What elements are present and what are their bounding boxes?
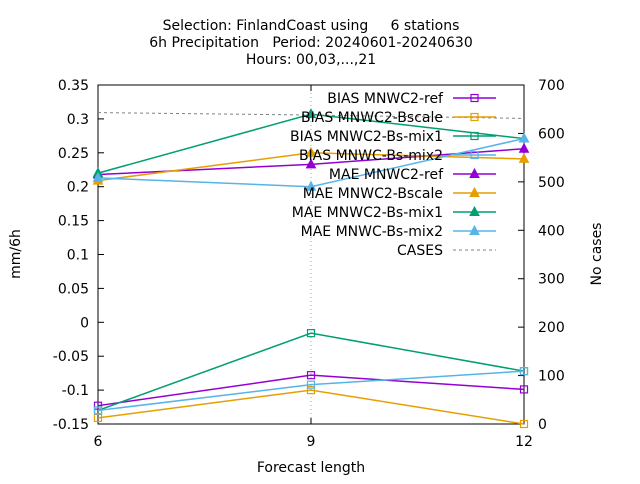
data-point [519,367,529,376]
y2-axis-label: No cases [589,223,605,286]
legend-label: BIAS MNWC2-ref [327,91,444,107]
legend-marker [469,186,480,197]
data-point [519,385,529,394]
legend-label: MAE MNWC-Bs-mix2 [301,224,443,240]
y2-tick-label: 100 [538,369,565,385]
series-line [97,389,525,425]
legend-marker [470,150,479,160]
legend-marker [470,93,479,103]
y2-tick-label: 700 [538,78,565,94]
y-tick-label: 0.25 [58,146,89,162]
y2-tick-label: 300 [538,272,565,288]
x-axis-label: Forecast length [257,460,365,476]
y-tick-label: 0.3 [67,112,89,128]
y2-tick-label: 200 [538,320,565,336]
legend-label: MAE MNWC2-Bscale [303,186,443,202]
y2-tick-label: 500 [538,175,565,191]
y-tick-label: -0.1 [62,383,89,399]
chart-title: Selection: FinlandCoast using 6 stations… [149,18,472,68]
y-tick-label: 0.2 [67,180,89,196]
legend-label: BIAS MNWC2-Bs-mix1 [290,129,443,145]
data-point [306,371,316,380]
x-tick-label: 6 [94,434,103,450]
series-line [97,370,525,412]
y-tick-label: -0.05 [53,349,89,365]
data-point [519,419,529,429]
data-point [306,329,316,338]
legend-marker [469,167,480,178]
y-tick-label: -0.15 [53,417,89,433]
y2-tick-label: 0 [538,417,547,433]
data-point [92,171,104,182]
x-tick-label: 12 [515,434,533,450]
data-point [306,386,316,395]
data-point [518,152,530,163]
y2-tick-label: 600 [538,126,565,142]
legend-label: CASES [397,243,443,259]
y-tick-label: 0 [80,315,89,331]
data-point [305,180,317,191]
data-point [93,406,103,415]
y-tick-label: 0.15 [58,214,89,230]
legend-label: BIAS MNWC-Bs-mix2 [299,148,443,164]
title-line: 6h Precipitation Period: 20240601-202406… [149,35,472,51]
title-line: Selection: FinlandCoast using 6 stations [163,18,460,34]
y-tick-label: 0.35 [58,78,89,94]
title-line: Hours: 00,03,...,21 [246,52,376,68]
series-5 [92,146,530,185]
y-tick-label: 0.05 [58,281,89,297]
data-point [518,132,530,143]
data-point [306,380,316,389]
legend-marker [470,131,479,141]
data-point [305,158,317,169]
y-tick-label: 0.1 [67,248,89,264]
legend-marker [469,205,480,216]
series-line [97,332,525,412]
legend-marker [470,112,479,122]
data-point [305,108,317,119]
data-point [305,146,317,157]
series-0 [93,371,529,410]
data-point [93,401,103,410]
legend-label: MAE MNWC2-Bs-mix1 [292,205,443,221]
legend-label: BIAS MNWC2-Bscale [301,110,443,126]
y-axis-label: mm/6h [8,229,24,279]
series-line [97,374,525,407]
legend: BIAS MNWC2-ref BIAS MNWC2-Bscale BIAS MNWC… [290,91,496,259]
legend-label: MAE MNWC2-ref [329,167,444,183]
x-tick-label: 9 [307,434,316,450]
axes: -0.15 -0.1 -0.05 0 0.05 0.1 0.15 0.2 0.25 0.3 0.35… [53,78,565,450]
series-3 [93,367,529,415]
data-point [518,142,530,153]
legend-marker [469,224,480,235]
y2-tick-label: 400 [538,223,565,239]
